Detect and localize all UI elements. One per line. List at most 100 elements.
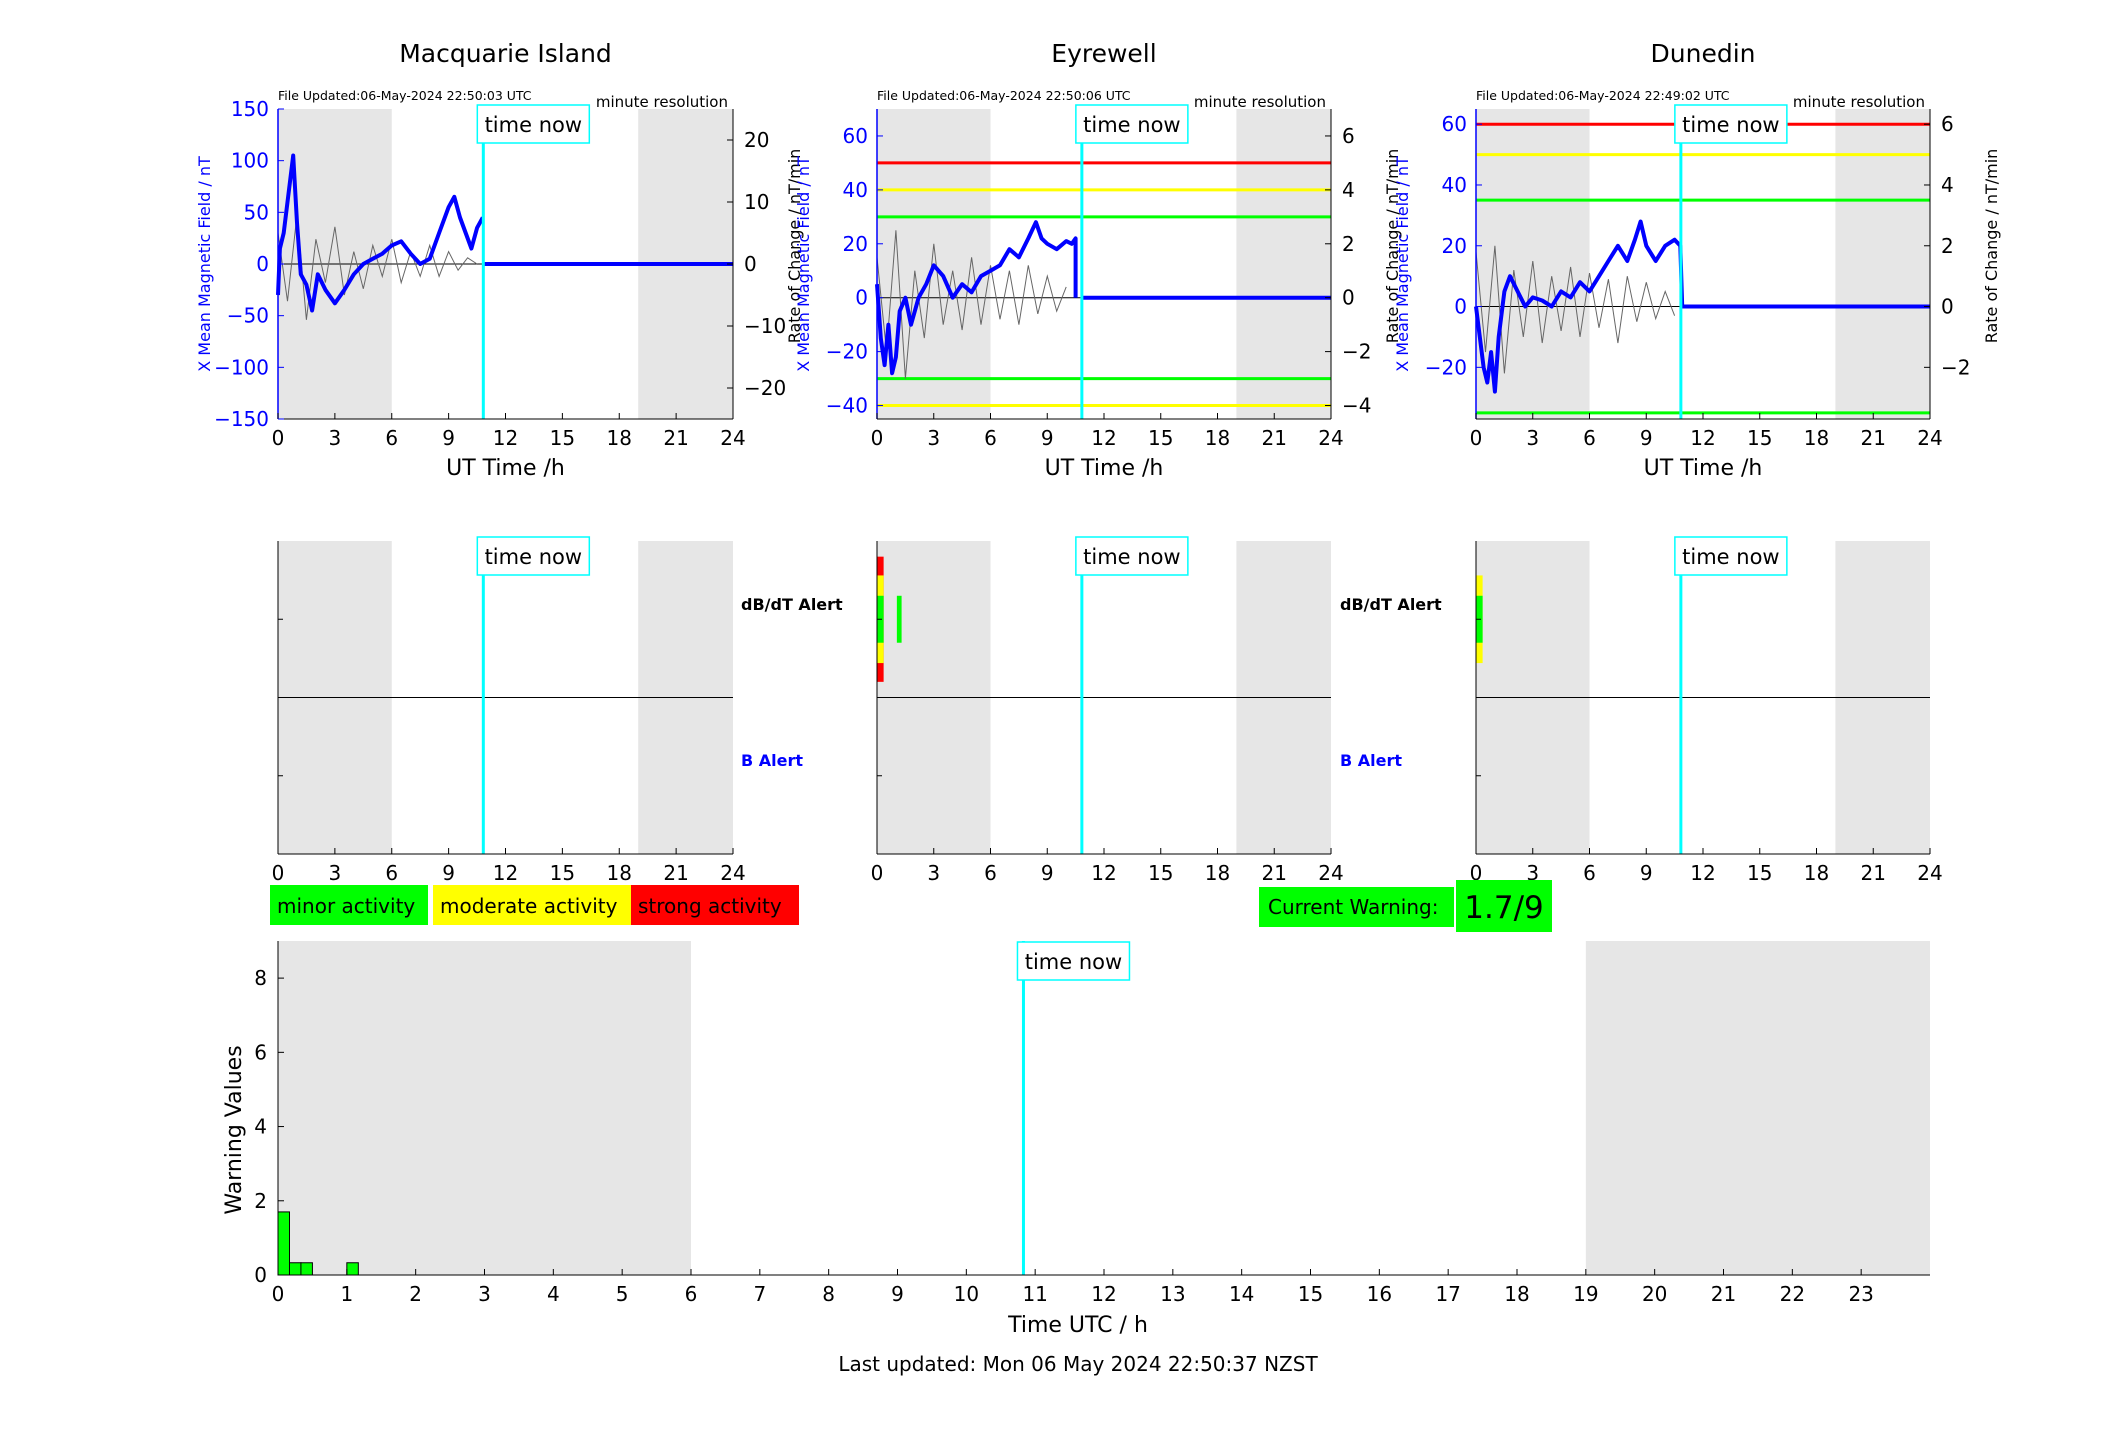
x-tick-label: 12 [1091, 426, 1116, 450]
warning-x-tick-label: 16 [1367, 1282, 1392, 1306]
x-tick-label: 3 [1526, 426, 1539, 450]
legend-swatch-strong [631, 885, 799, 925]
time-now-label: time now [485, 545, 582, 569]
activity-legend: minor activity moderate activity strong ac… [270, 885, 799, 925]
y-tick-label: 50 [244, 200, 269, 224]
x-tick-label: 18 [1804, 426, 1829, 450]
warning-x-tick-label: 18 [1504, 1282, 1529, 1306]
dbdt-alert-label: dB/dT Alert [1340, 595, 1442, 614]
x-tick-label: 24 [720, 426, 745, 450]
x-tick-label: 15 [550, 426, 575, 450]
night-shading [278, 941, 691, 1275]
current-warning-label-bg [1259, 887, 1454, 927]
alert-x-tick-label: 24 [1318, 861, 1343, 885]
y-axis-label: X Mean Magnetic Field / nT [195, 156, 214, 372]
warning-x-tick-label: 14 [1229, 1282, 1254, 1306]
time-now-label: time now [1083, 545, 1180, 569]
warning-y-tick-label: 0 [254, 1263, 267, 1287]
y-tick-label: 0 [1454, 295, 1467, 319]
x-tick-label: 0 [871, 426, 884, 450]
y2-tick-label: 0 [1941, 295, 1954, 319]
alert-x-tick-label: 24 [1917, 861, 1942, 885]
y2-axis-label: Rate of Change / nT/min [1383, 149, 1402, 344]
x-tick-label: 6 [984, 426, 997, 450]
x-tick-label: 24 [1917, 426, 1942, 450]
warning-bar [288, 1262, 302, 1276]
y-tick-label: 40 [843, 178, 868, 202]
resolution-label: minute resolution [596, 93, 728, 111]
rate-of-change-series [277, 214, 478, 320]
x-tick-label: 3 [927, 426, 940, 450]
current-warning-value: 1.7/9 [1464, 890, 1543, 926]
x-tick-label: 21 [1861, 426, 1886, 450]
y2-tick-label: 4 [1342, 178, 1355, 202]
warning-x-axis-label: Time UTC / h [1007, 1313, 1148, 1338]
x-tick-label: 12 [1690, 426, 1715, 450]
y2-tick-label: 0 [744, 252, 757, 276]
time-now-label: time now [1083, 113, 1180, 137]
alert-x-tick-label: 9 [1041, 861, 1054, 885]
file-updated: File Updated:06-May-2024 22:49:02 UTC [1476, 88, 1730, 103]
y-tick-label: 20 [1442, 234, 1467, 258]
y-tick-label: −20 [826, 340, 868, 364]
rate-of-change-series [1475, 245, 1676, 374]
y-tick-label: 0 [256, 252, 269, 276]
night-shading [1835, 109, 1930, 419]
b-alert-label: B Alert [741, 751, 803, 770]
y-tick-label: 60 [1442, 112, 1467, 136]
night-shading [1585, 941, 1930, 1275]
alert-x-tick-label: 9 [442, 861, 455, 885]
y2-tick-label: 20 [744, 128, 769, 152]
y2-tick-label: 2 [1342, 232, 1355, 256]
y2-tick-label: 0 [1342, 286, 1355, 310]
x-tick-label: 18 [1205, 426, 1230, 450]
alert-x-tick-label: 3 [927, 861, 940, 885]
alert-x-tick-label: 21 [1861, 861, 1886, 885]
warning-x-tick-label: 20 [1642, 1282, 1667, 1306]
x-tick-label: 18 [607, 426, 632, 450]
y-tick-label: 0 [855, 286, 868, 310]
x-tick-label: 0 [1470, 426, 1483, 450]
y2-tick-label: 6 [1941, 112, 1954, 136]
y2-tick-label: 6 [1342, 124, 1355, 148]
time-now-box [476, 536, 591, 576]
time-now-label: time now [1682, 113, 1779, 137]
file-updated: File Updated:06-May-2024 22:50:06 UTC [877, 88, 1131, 103]
y-tick-label: 40 [1442, 173, 1467, 197]
field-chart-0: Macquarie Island File Updated:06-May-2024… [195, 39, 804, 481]
warning-y-axis-label: Warning Values [222, 1045, 247, 1214]
warning-x-tick-label: 5 [616, 1282, 629, 1306]
y2-tick-label: −20 [744, 376, 786, 400]
x-tick-label: 15 [1747, 426, 1772, 450]
alert-x-tick-label: 0 [272, 861, 285, 885]
y-tick-label: −20 [1425, 355, 1467, 379]
alert-x-tick-label: 24 [720, 861, 745, 885]
alert-panel-2: time now 0 3 6 9 12 15 18 21 24 dB/dT Alert B Alert [1340, 536, 1943, 885]
night-shading [1236, 109, 1331, 419]
rate-of-change-series [876, 230, 1067, 379]
y2-tick-label: −2 [1941, 355, 1970, 379]
current-warning: Current Warning: 1.7/9 [1259, 880, 1552, 932]
warning-x-tick-label: 1 [340, 1282, 353, 1306]
legend-label-moderate: moderate activity [440, 894, 618, 918]
station-title: Dunedin [1651, 39, 1756, 68]
alert-x-tick-label: 12 [493, 861, 518, 885]
time-now-label: time now [1682, 545, 1779, 569]
time-now-box [1075, 536, 1189, 576]
y2-tick-label: 4 [1941, 173, 1954, 197]
last-updated: Last updated: Mon 06 May 2024 22:50:37 N… [838, 1352, 1318, 1376]
alert-x-tick-label: 3 [329, 861, 342, 885]
legend-label-minor: minor activity [277, 894, 415, 918]
alert-x-tick-label: 15 [1747, 861, 1772, 885]
warning-x-tick-label: 2 [409, 1282, 422, 1306]
warning-x-tick-label: 4 [547, 1282, 560, 1306]
y-tick-label: 20 [843, 232, 868, 256]
field-series [1474, 219, 1685, 394]
alert-panel-0: time now 0 3 6 9 12 15 18 21 24 [272, 536, 746, 885]
x-tick-label: 3 [329, 426, 342, 450]
warning-x-tick-label: 23 [1848, 1282, 1873, 1306]
current-warning-value-bg [1456, 880, 1552, 932]
y-tick-label: 150 [231, 97, 269, 121]
warning-x-tick-label: 15 [1298, 1282, 1323, 1306]
